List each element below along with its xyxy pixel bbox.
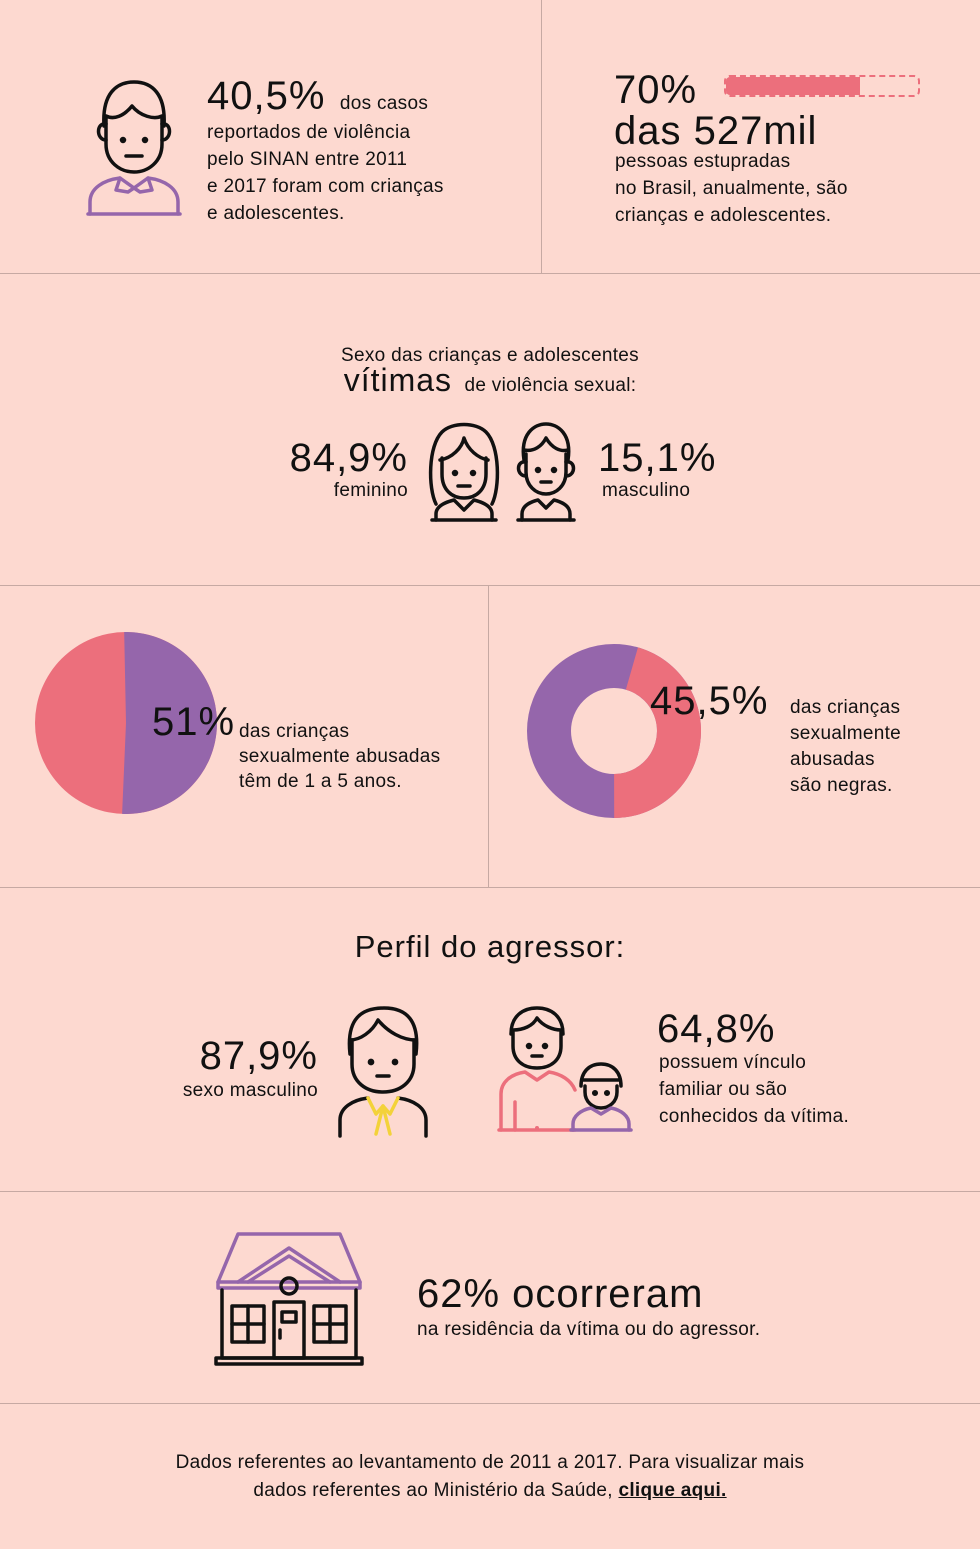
female-stat: 84,9% feminino bbox=[240, 438, 408, 502]
male-stat: 15,1% masculino bbox=[598, 438, 758, 502]
divider bbox=[0, 585, 980, 586]
aggressor-family-text: possuem vínculo familiar ou são conhecid… bbox=[659, 1049, 849, 1130]
house-icon bbox=[214, 1232, 364, 1366]
text-line: e adolescentes. bbox=[207, 203, 345, 224]
text-line: pessoas estupradas bbox=[615, 151, 791, 172]
stat-1-lead: dos casos bbox=[339, 93, 429, 114]
clique-aqui-link[interactable]: clique aqui. bbox=[618, 1480, 727, 1501]
text-line: sexualmente abusadas bbox=[239, 746, 441, 767]
stat-1: 40,5% dos casos reportados de violência … bbox=[207, 76, 527, 227]
divider bbox=[541, 0, 542, 273]
text-line: sexualmente bbox=[790, 723, 902, 744]
aggressor-male-label: sexo masculino bbox=[182, 1080, 318, 1101]
text-line: pelo SINAN entre 2011 bbox=[207, 149, 408, 170]
footer-line-1: Dados referentes ao levantamento de 2011… bbox=[175, 1452, 805, 1473]
child-icon bbox=[86, 80, 182, 216]
man-icon bbox=[338, 1006, 428, 1138]
aggressor-male-stat: 87,9% sexo masculino bbox=[150, 1036, 318, 1102]
stat-1-text: reportados de violência pelo SINAN entre… bbox=[207, 119, 527, 227]
aggressor-family-value: 64,8% bbox=[657, 1007, 776, 1051]
home-headline: 62% ocorreram bbox=[417, 1272, 704, 1316]
sex-title-rest: de violência sexual: bbox=[464, 375, 637, 396]
text-line: das crianças bbox=[790, 697, 901, 718]
text-line: têm de 1 a 5 anos. bbox=[239, 771, 402, 792]
text-line: familiar ou são bbox=[659, 1079, 788, 1100]
text-line: possuem vínculo bbox=[659, 1052, 807, 1073]
text-line: abusadas bbox=[790, 749, 875, 770]
progress-fill bbox=[726, 77, 861, 95]
progress-bar bbox=[724, 75, 920, 97]
race-donut-text: das crianças sexualmente abusadas são ne… bbox=[790, 695, 901, 799]
text-line: no Brasil, anualmente, são bbox=[615, 178, 848, 199]
girl-icon bbox=[428, 422, 500, 522]
stat-2-value: 70% bbox=[614, 68, 698, 112]
female-label: feminino bbox=[333, 480, 408, 501]
age-pie-text: das crianças sexualmente abusadas têm de… bbox=[239, 719, 440, 794]
stat-2-headline: das 527mil bbox=[614, 109, 818, 153]
stat-1-value: 40,5% bbox=[207, 74, 326, 118]
text-line: conhecidos da vítima. bbox=[659, 1106, 850, 1127]
aggressor-family-stat: 64,8% possuem vínculo familiar ou são co… bbox=[657, 1009, 849, 1130]
footer: Dados referentes ao levantamento de 2011… bbox=[0, 1449, 980, 1505]
footer-line-2-text: dados referentes ao Ministério da Saúde, bbox=[253, 1480, 613, 1501]
sex-title-emphasis: vítimas bbox=[343, 362, 453, 398]
text-line: são negras. bbox=[790, 775, 893, 796]
pie-slice-1-5-anos bbox=[122, 632, 218, 814]
race-donut-chart bbox=[527, 644, 701, 818]
sex-title-line1: Sexo das crianças e adolescentes bbox=[341, 345, 639, 366]
divider bbox=[0, 887, 980, 888]
text-line: crianças e adolescentes. bbox=[615, 205, 832, 226]
race-donut-value: 45,5% bbox=[650, 679, 769, 723]
home-sub: na residência da vítima ou do agressor. bbox=[417, 1319, 761, 1340]
divider bbox=[0, 1403, 980, 1404]
male-label: masculino bbox=[602, 480, 691, 501]
divider bbox=[0, 1191, 980, 1192]
parent-child-icon bbox=[497, 1006, 633, 1132]
sex-title-line2: vítimas de violência sexual: bbox=[0, 362, 980, 399]
age-pie-value: 51% bbox=[152, 700, 236, 744]
aggressor-male-value: 87,9% bbox=[199, 1034, 318, 1078]
text-line: e 2017 foram com crianças bbox=[207, 176, 444, 197]
boy-icon bbox=[516, 422, 576, 522]
donut-segment-negras bbox=[527, 644, 701, 818]
age-pie-chart bbox=[35, 632, 218, 814]
aggressor-title: Perfil do agressor: bbox=[354, 929, 626, 964]
divider bbox=[0, 273, 980, 274]
footer-line-2: dados referentes ao Ministério da Saúde,… bbox=[0, 1477, 980, 1505]
text-line: reportados de violência bbox=[207, 122, 411, 143]
text-line: das crianças bbox=[239, 721, 350, 742]
stat-2-text: pessoas estupradas no Brasil, anualmente… bbox=[615, 148, 848, 229]
divider bbox=[488, 585, 489, 887]
female-value: 84,9% bbox=[289, 436, 408, 480]
male-value: 15,1% bbox=[598, 436, 717, 480]
